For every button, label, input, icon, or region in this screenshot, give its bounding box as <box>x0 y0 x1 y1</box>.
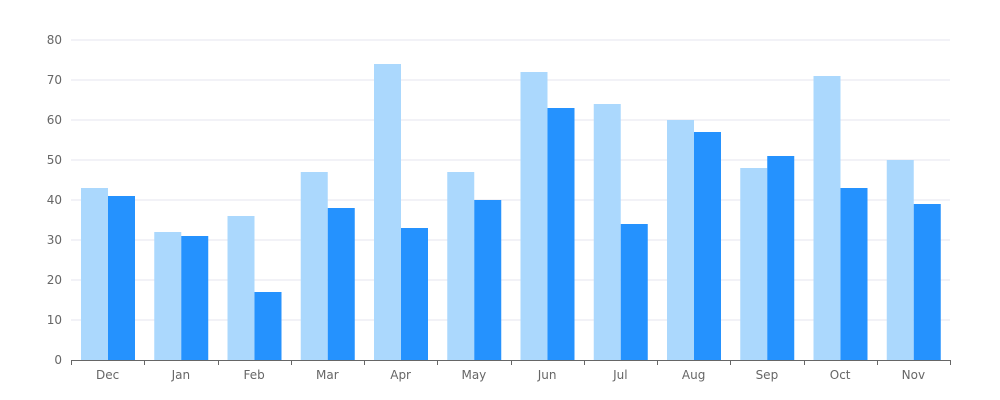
x-tick-label-dec: Dec <box>96 368 119 382</box>
y-tick-label-40: 40 <box>47 193 62 207</box>
bar-aug-series-1 <box>667 120 694 360</box>
bar-oct-series-2 <box>840 188 868 360</box>
bar-nov-series-2 <box>913 204 941 360</box>
y-tick-label-0: 0 <box>54 353 62 367</box>
bar-jun-series-2 <box>547 108 575 360</box>
x-axis <box>71 360 951 365</box>
bar-may-series-1 <box>447 172 475 360</box>
y-tick-label-50: 50 <box>47 153 62 167</box>
y-axis-tick-labels: 0 10 20 30 40 50 60 70 80 <box>47 33 62 367</box>
y-tick-label-60: 60 <box>47 113 62 127</box>
bar-dec-series-2 <box>108 196 135 360</box>
x-tick-label-jun: Jun <box>537 368 557 382</box>
bar-feb-series-1 <box>227 216 255 360</box>
bar-jul-series-1 <box>593 104 621 360</box>
y-tick-label-80: 80 <box>47 33 62 47</box>
x-tick-label-mar: Mar <box>316 368 339 382</box>
bar-jun-series-1 <box>520 72 548 360</box>
bars <box>81 64 941 360</box>
bar-apr-series-2 <box>401 228 428 360</box>
bar-sep-series-1 <box>740 168 768 360</box>
bar-jul-series-2 <box>620 224 648 360</box>
bar-oct-series-1 <box>813 76 841 360</box>
y-tick-label-10: 10 <box>47 313 62 327</box>
x-tick-label-feb: Feb <box>244 368 265 382</box>
bar-jan-series-2 <box>181 236 209 360</box>
x-tick-label-sep: Sep <box>756 368 779 382</box>
y-tick-label-70: 70 <box>47 73 62 87</box>
x-tick-label-jan: Jan <box>171 368 191 382</box>
y-tick-label-20: 20 <box>47 273 62 287</box>
bar-mar-series-1 <box>300 172 328 360</box>
bar-jan-series-1 <box>154 232 182 360</box>
bar-may-series-2 <box>474 200 502 360</box>
x-tick-label-jul: Jul <box>612 368 627 382</box>
bar-aug-series-2 <box>694 132 721 360</box>
x-tick-label-aug: Aug <box>682 368 705 382</box>
x-tick-label-apr: Apr <box>390 368 411 382</box>
bar-mar-series-2 <box>327 208 355 360</box>
bar-sep-series-2 <box>767 156 795 360</box>
x-tick-label-oct: Oct <box>830 368 851 382</box>
x-tick-label-may: May <box>461 368 486 382</box>
bar-nov-series-1 <box>886 160 914 360</box>
bar-apr-series-1 <box>374 64 401 360</box>
bar-dec-series-1 <box>81 188 108 360</box>
x-axis-tick-labels: Dec Jan Feb Mar Apr May Jun Jul Aug Sep Oct Nov <box>96 368 925 382</box>
x-tick-label-nov: Nov <box>902 368 925 382</box>
bar-feb-series-2 <box>254 292 282 360</box>
y-tick-label-30: 30 <box>47 233 62 247</box>
grid-lines <box>71 39 950 321</box>
